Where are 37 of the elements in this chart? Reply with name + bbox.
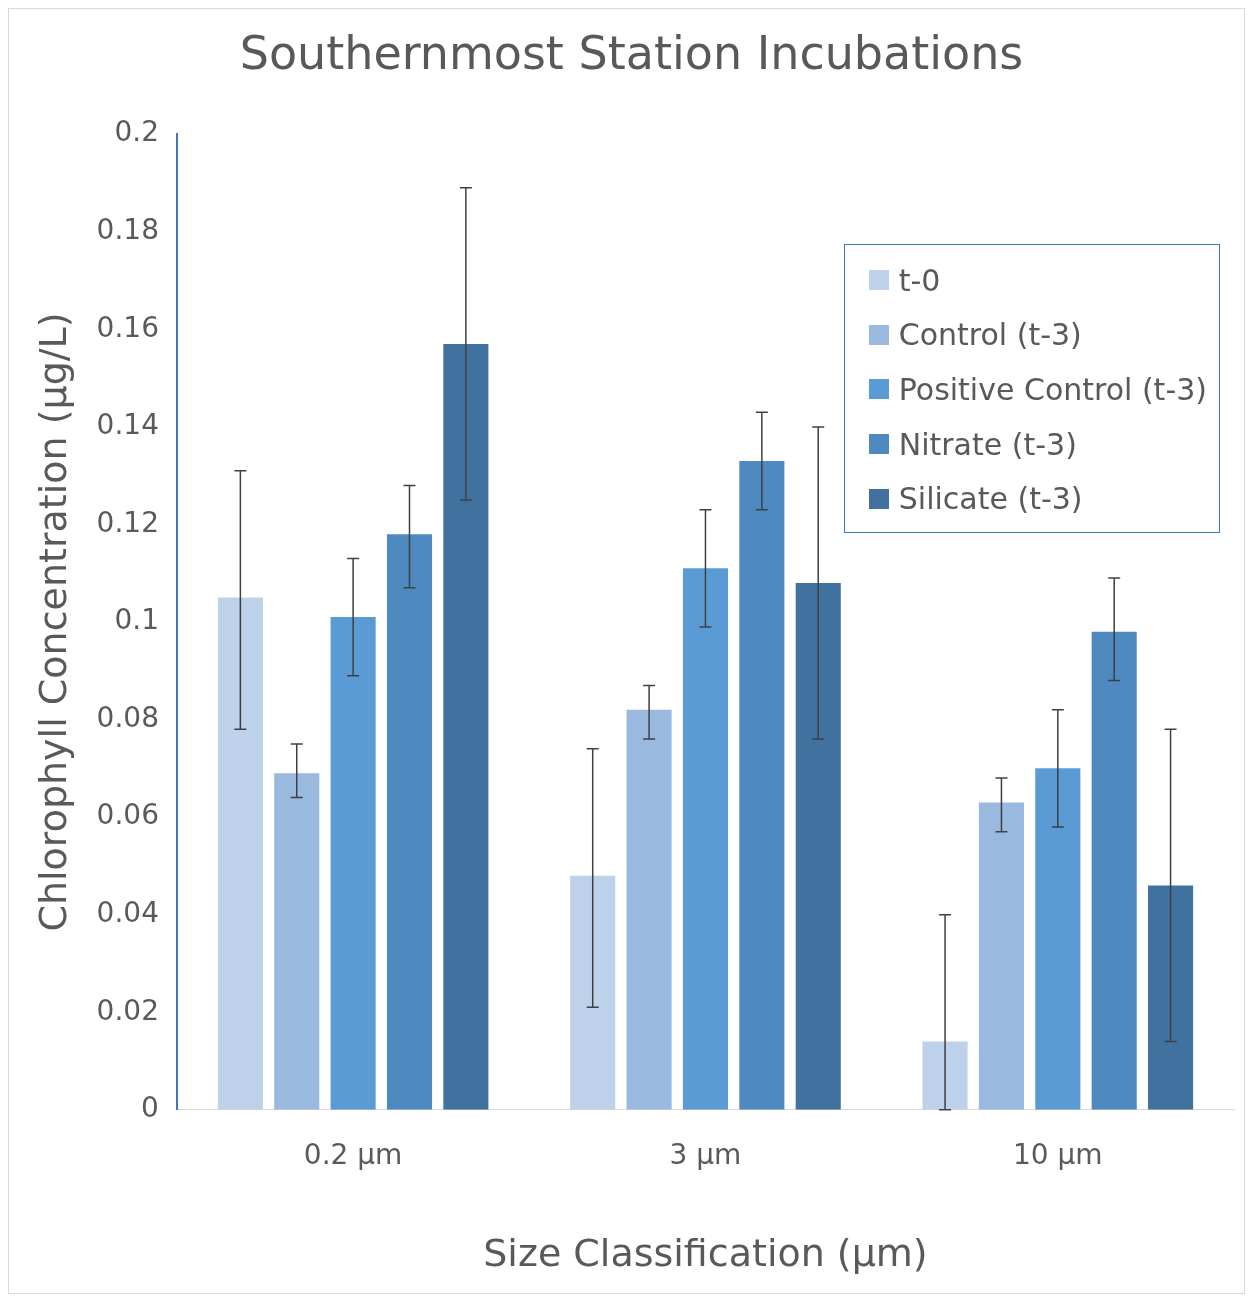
y-tick-label: 0.2 bbox=[114, 115, 159, 149]
bar bbox=[1148, 885, 1194, 1110]
x-tick-label: 3 µm bbox=[669, 1137, 742, 1171]
bar bbox=[330, 617, 376, 1110]
bar bbox=[570, 875, 616, 1110]
y-axis-title: Chlorophyll Concentration (µg/L) bbox=[30, 312, 75, 932]
y-tick-label: 0.02 bbox=[96, 993, 159, 1027]
bar bbox=[386, 534, 433, 1110]
legend-label: Silicate (t-3) bbox=[898, 481, 1083, 517]
y-tick-label: 0.06 bbox=[96, 798, 159, 832]
legend-label: Control (t-3) bbox=[898, 317, 1082, 353]
bar bbox=[443, 343, 489, 1110]
x-axis-title: Size Classification (µm) bbox=[483, 1231, 928, 1276]
bar bbox=[795, 582, 841, 1110]
y-tick-label: 0.16 bbox=[96, 310, 159, 344]
chart-title: Southernmost Station Incubations bbox=[239, 25, 1024, 80]
bar bbox=[739, 461, 785, 1110]
x-tick-label: 10 µm bbox=[1013, 1137, 1103, 1171]
y-tick-label: 0.12 bbox=[96, 505, 159, 539]
bar bbox=[922, 1041, 968, 1110]
bar bbox=[978, 802, 1024, 1110]
bar bbox=[217, 597, 263, 1110]
y-tick-label: 0.08 bbox=[96, 700, 159, 734]
bar bbox=[626, 709, 672, 1110]
legend-label: Positive Control (t-3) bbox=[898, 371, 1207, 407]
y-tick-label: 0.1 bbox=[114, 603, 159, 637]
bar bbox=[1035, 768, 1081, 1110]
bar bbox=[274, 773, 320, 1110]
bar bbox=[1091, 631, 1137, 1110]
y-tick-label: 0.04 bbox=[96, 895, 159, 929]
x-tick-label: 0.2 µm bbox=[303, 1137, 403, 1171]
legend-label: Nitrate (t-3) bbox=[898, 426, 1077, 462]
y-tick-label: 0 bbox=[141, 1091, 159, 1125]
legend-label: t-0 bbox=[898, 262, 941, 298]
bar bbox=[682, 568, 729, 1110]
y-tick-label: 0.14 bbox=[96, 408, 159, 442]
y-tick-label: 0.18 bbox=[96, 213, 159, 247]
